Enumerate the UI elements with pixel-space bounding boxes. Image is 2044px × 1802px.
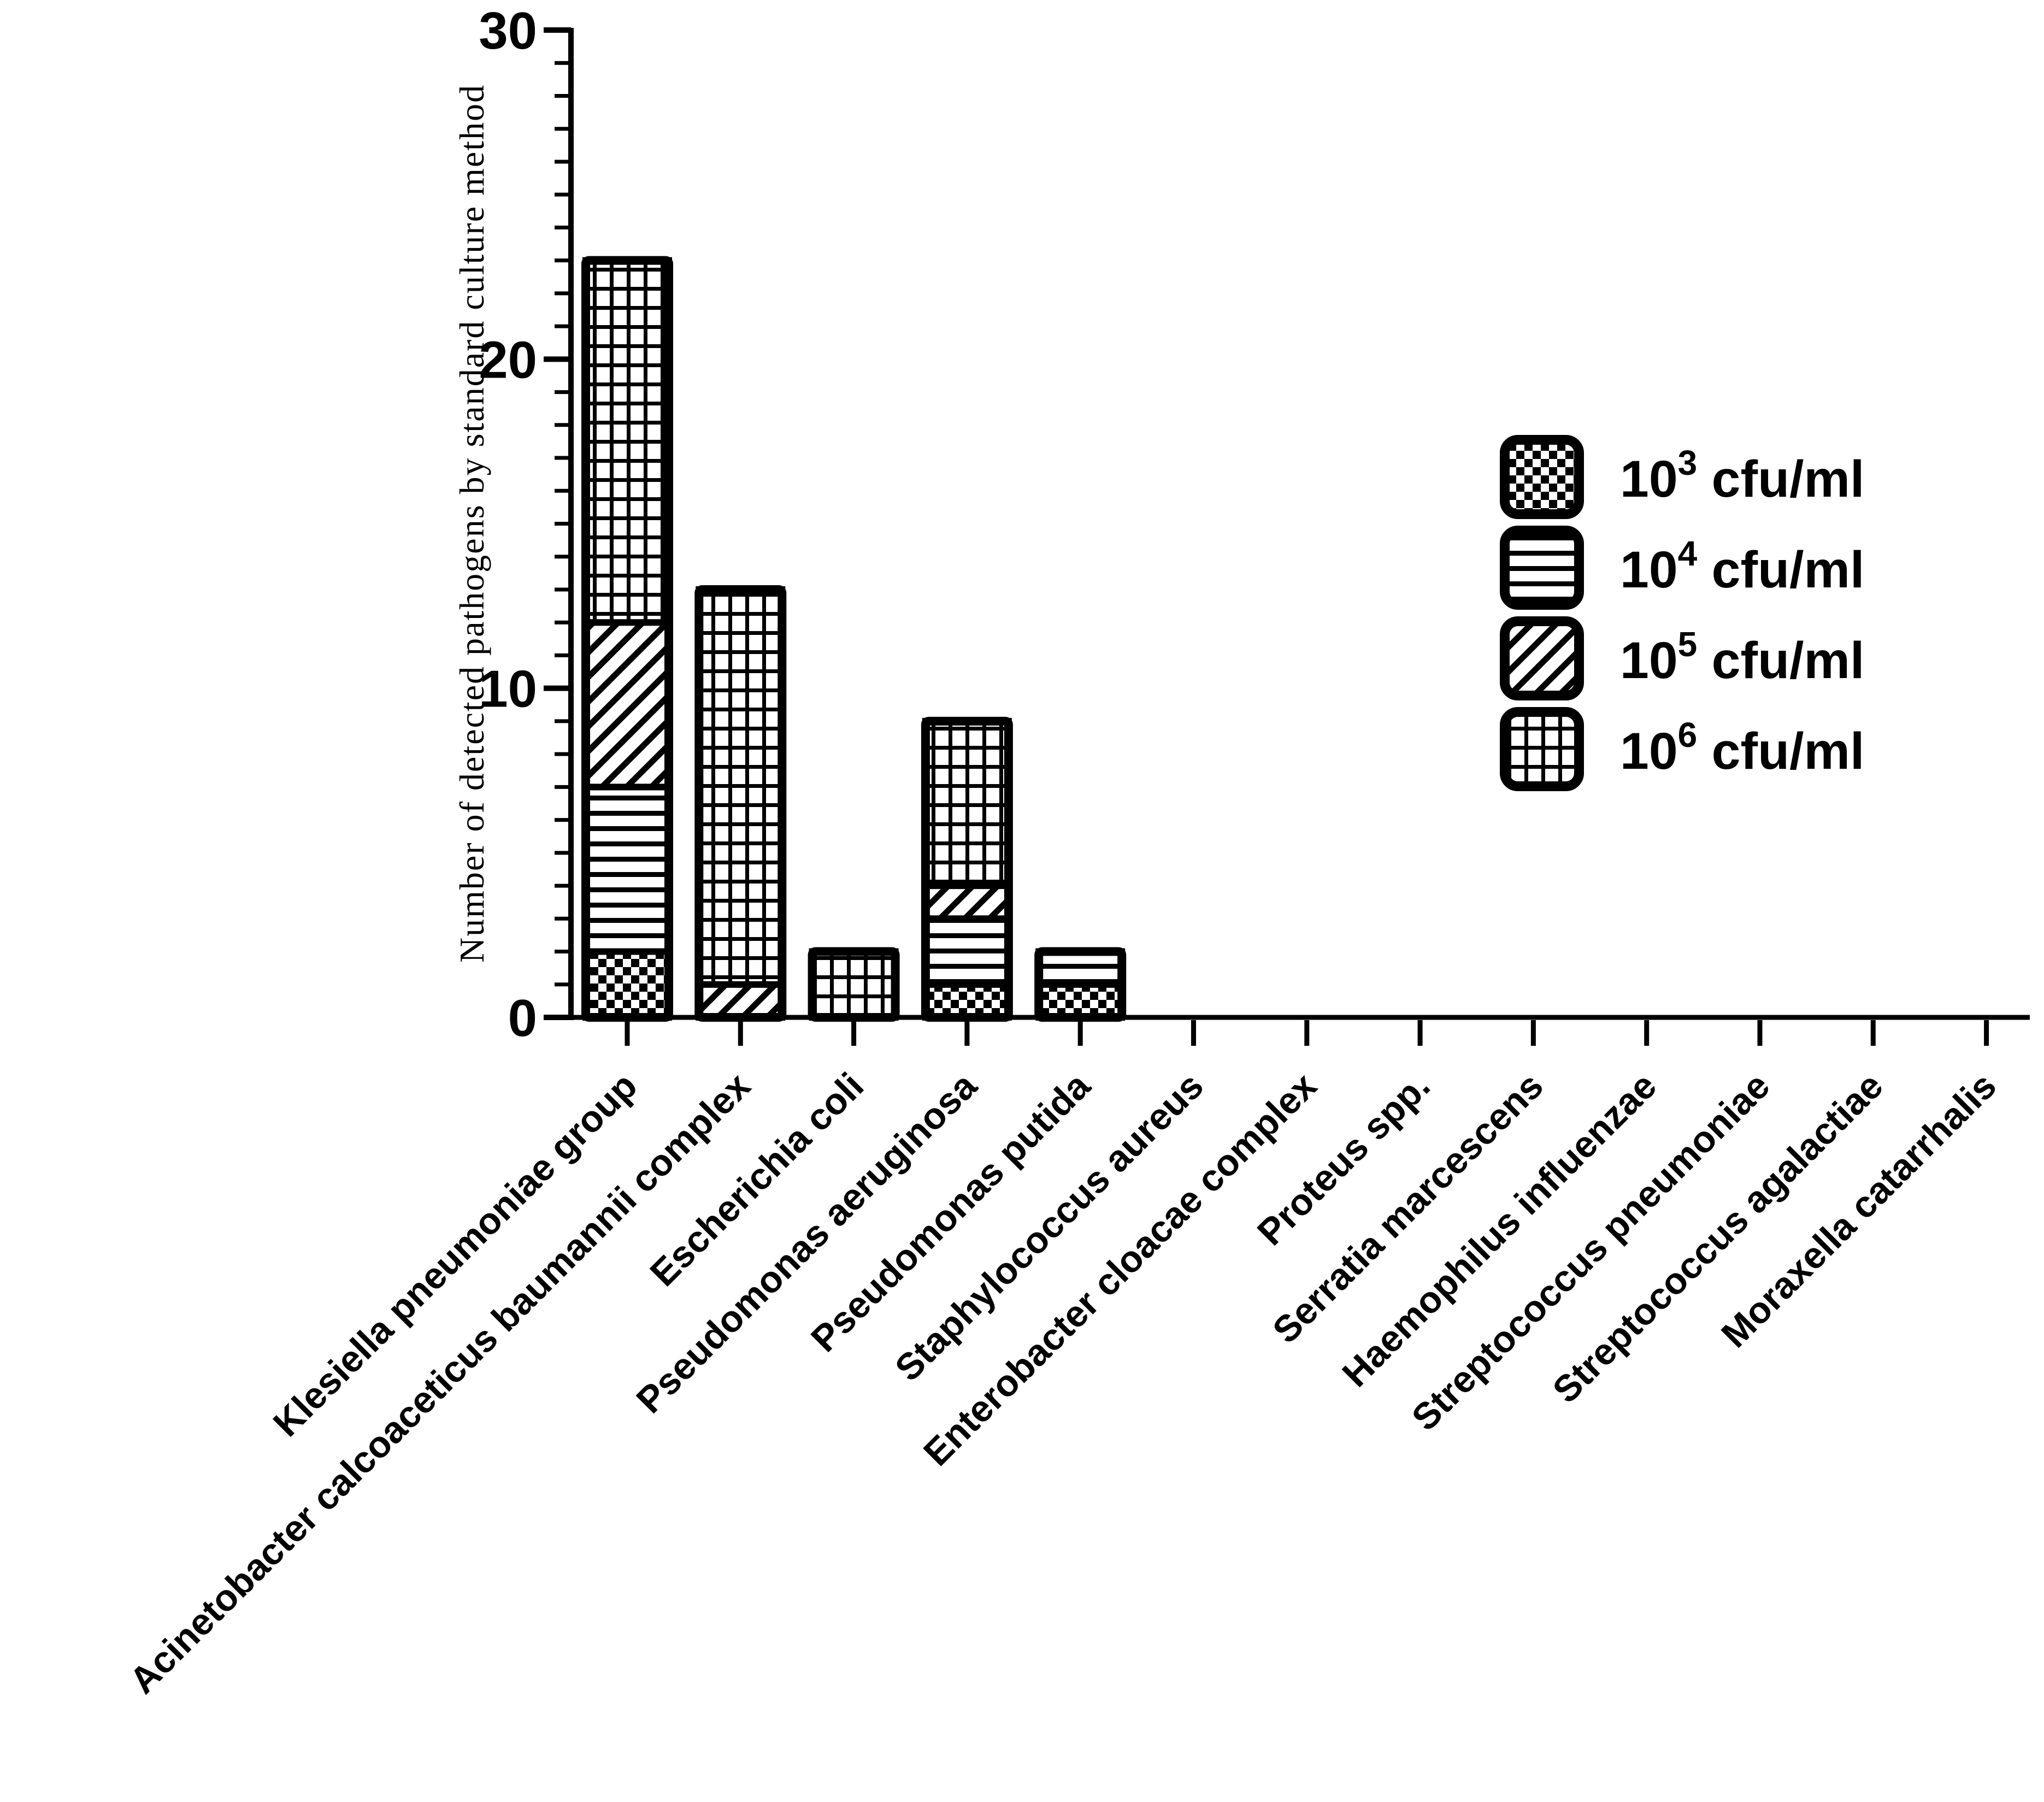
legend: 103 cfu/ml 104 cfu/ml 105 cfu/ml 106 cfu/ml — [1500, 435, 1864, 791]
bar-outline — [694, 585, 787, 1022]
x-axis-labels: Klesiella pneumoniae groupAcinetobacter … — [122, 1064, 2005, 1701]
bar-segment — [582, 257, 672, 626]
bar-segment — [582, 619, 672, 791]
bar-segment — [1035, 948, 1126, 988]
bar-segment — [922, 915, 1012, 988]
bar-segment — [922, 981, 1012, 1021]
bar-segment — [922, 717, 1012, 890]
bar-segment — [696, 981, 786, 1021]
legend-label: 103 cfu/ml — [1620, 443, 1864, 508]
bar-outline — [581, 256, 673, 1022]
bar-outline — [921, 716, 1013, 1022]
y-tick-label: 20 — [479, 331, 537, 389]
bar-segment — [922, 882, 1012, 922]
bar-segment — [582, 948, 672, 1021]
bar-outline — [1034, 947, 1127, 1022]
bar-outline — [808, 947, 900, 1022]
bar-segment — [582, 784, 672, 955]
bars — [581, 256, 1127, 1022]
y-axis-title: Number of detected pathogens by standard… — [452, 84, 491, 963]
legend-swatch — [1500, 616, 1584, 700]
bar-segment — [1035, 981, 1126, 1021]
legend-label: 106 cfu/ml — [1620, 715, 1864, 780]
legend-swatch — [1500, 435, 1584, 519]
legend-label: 105 cfu/ml — [1620, 625, 1864, 690]
x-category-label: Escherichia coli — [642, 1065, 871, 1294]
y-tick-label: 30 — [479, 2, 537, 60]
legend-swatch — [1500, 526, 1584, 610]
y-tick-label: 10 — [479, 660, 537, 719]
bar-segment — [809, 948, 899, 1021]
y-tick-label: 0 — [508, 989, 537, 1047]
legend-label: 104 cfu/ml — [1620, 534, 1864, 599]
legend-swatch — [1500, 707, 1584, 791]
bar-segment — [696, 586, 786, 988]
